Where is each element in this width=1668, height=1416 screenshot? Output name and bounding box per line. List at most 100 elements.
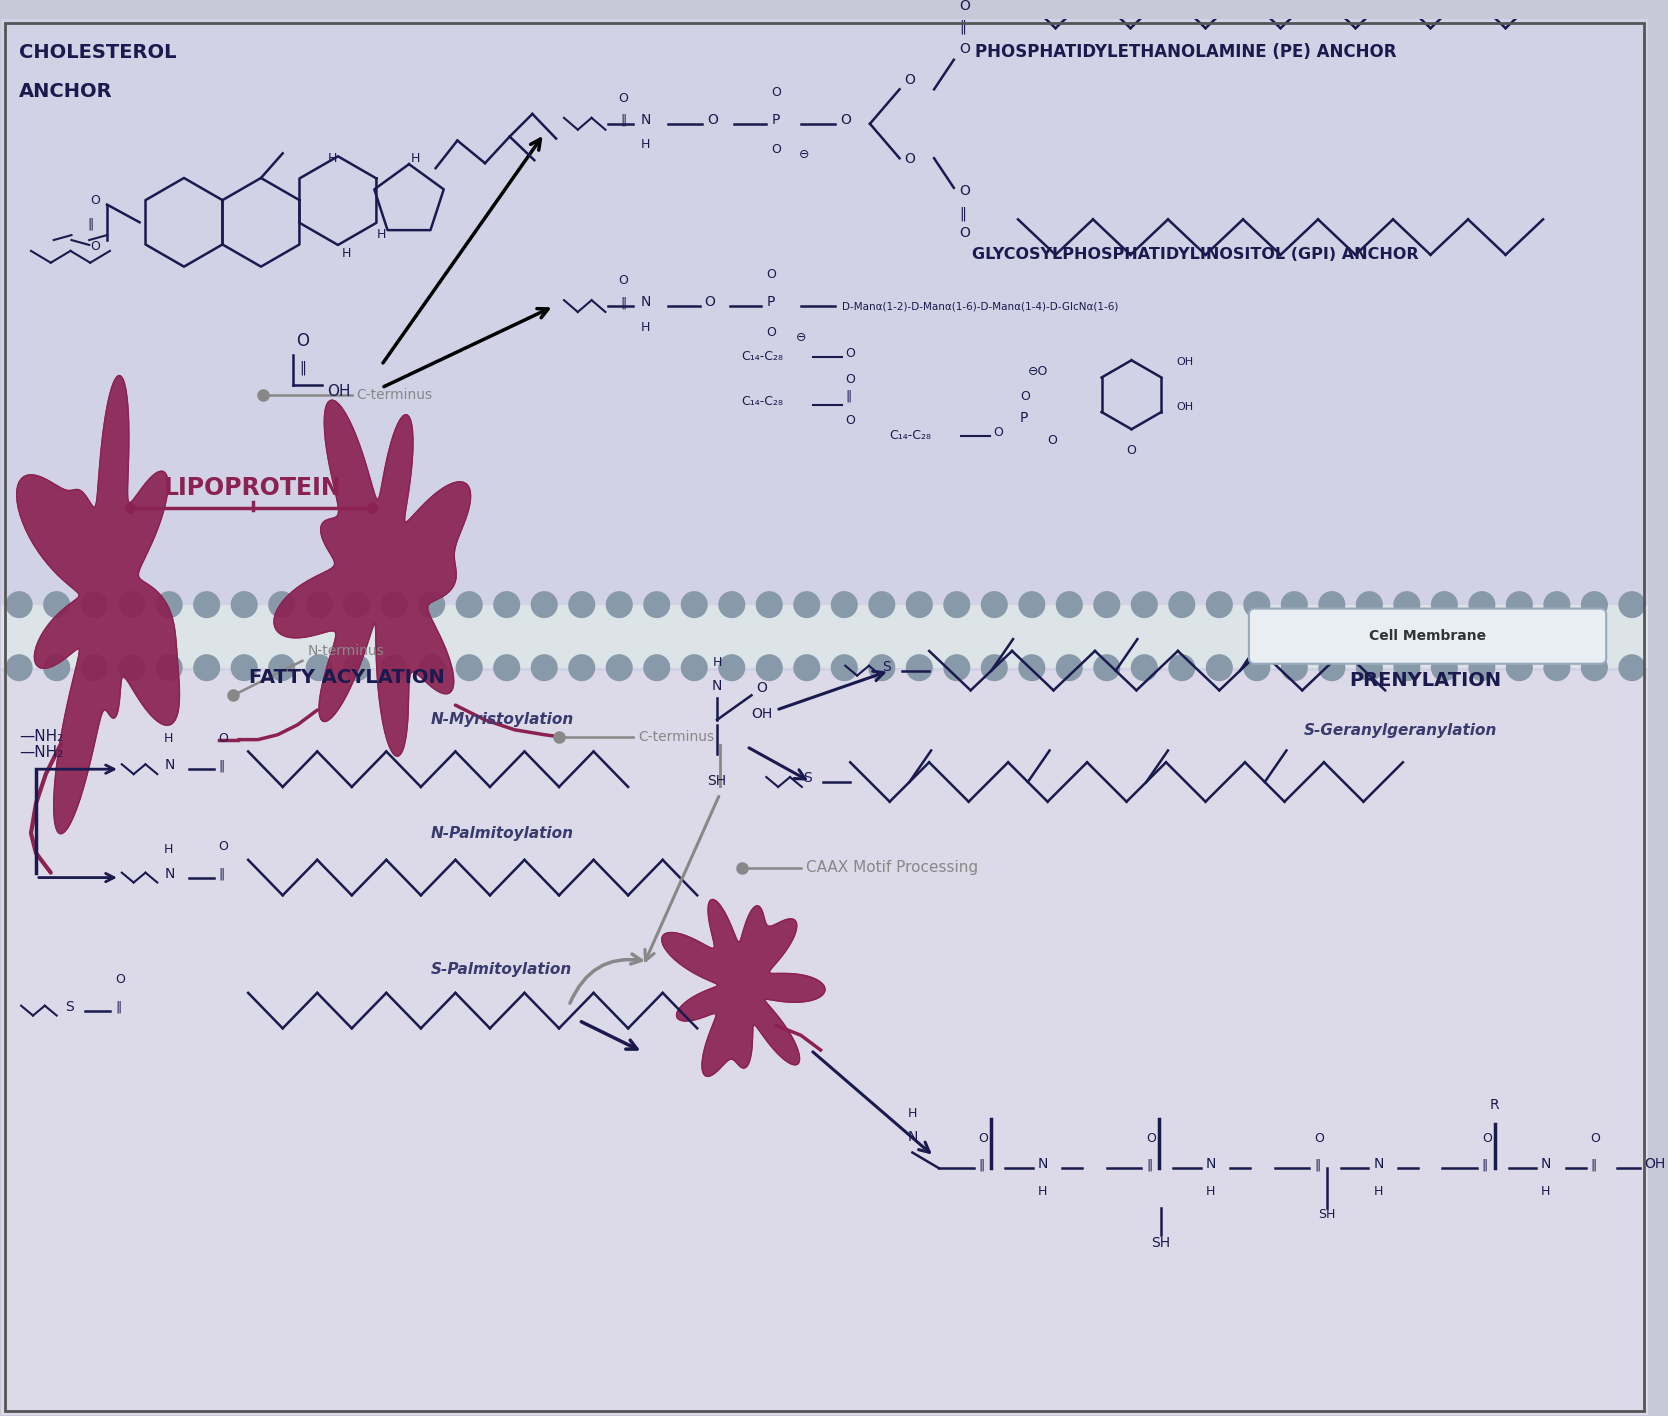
Text: O: O — [619, 92, 629, 105]
Circle shape — [644, 592, 669, 617]
Circle shape — [419, 592, 445, 617]
Circle shape — [7, 654, 32, 681]
Text: ANCHOR: ANCHOR — [18, 82, 113, 102]
FancyBboxPatch shape — [1249, 609, 1606, 664]
Circle shape — [307, 654, 332, 681]
Circle shape — [43, 654, 70, 681]
Text: O: O — [846, 347, 856, 360]
Circle shape — [118, 654, 145, 681]
Text: R: R — [1490, 1099, 1500, 1112]
Circle shape — [1281, 654, 1308, 681]
Circle shape — [532, 654, 557, 681]
Text: SH: SH — [1151, 1236, 1171, 1250]
Text: H: H — [1206, 1185, 1214, 1198]
Circle shape — [193, 654, 220, 681]
Text: ⊖: ⊖ — [799, 149, 809, 161]
Circle shape — [382, 592, 407, 617]
Text: N: N — [163, 758, 175, 772]
Circle shape — [1620, 592, 1645, 617]
Text: O: O — [90, 194, 100, 207]
Circle shape — [644, 654, 669, 681]
Circle shape — [1131, 654, 1158, 681]
Text: O: O — [704, 295, 716, 309]
Text: H: H — [412, 152, 420, 164]
Bar — [2, 671, 1648, 1415]
Circle shape — [457, 654, 482, 681]
Text: O: O — [846, 372, 856, 387]
Circle shape — [344, 654, 370, 681]
Text: SH: SH — [707, 775, 727, 789]
Text: SH: SH — [1318, 1208, 1336, 1221]
Text: N: N — [1541, 1157, 1551, 1171]
Circle shape — [1169, 592, 1194, 617]
Bar — [2, 605, 1648, 668]
Circle shape — [43, 592, 70, 617]
Text: H: H — [712, 656, 722, 668]
Text: O: O — [1146, 1131, 1156, 1144]
Circle shape — [1545, 592, 1570, 617]
Text: ‖: ‖ — [979, 1158, 984, 1171]
Circle shape — [1019, 592, 1044, 617]
Text: O: O — [115, 973, 125, 986]
Text: N: N — [907, 1130, 917, 1144]
Polygon shape — [17, 375, 180, 834]
Text: O: O — [619, 275, 629, 287]
Text: LIPOPROTEIN: LIPOPROTEIN — [163, 476, 342, 500]
Text: O: O — [994, 426, 1002, 439]
Circle shape — [1620, 654, 1645, 681]
Circle shape — [1319, 654, 1344, 681]
Text: N: N — [712, 680, 722, 694]
Bar — [2, 20, 1648, 671]
Circle shape — [419, 654, 445, 681]
Circle shape — [869, 654, 894, 681]
Text: O: O — [959, 184, 969, 198]
Text: FATTY ACYLATION: FATTY ACYLATION — [249, 668, 445, 687]
Text: O: O — [959, 42, 969, 55]
Text: C₁₄-C₂₈: C₁₄-C₂₈ — [889, 429, 932, 442]
Circle shape — [344, 592, 370, 617]
Text: —NH₂: —NH₂ — [18, 745, 63, 760]
Text: N: N — [641, 295, 651, 309]
Circle shape — [607, 592, 632, 617]
Text: OH: OH — [1176, 402, 1193, 412]
Circle shape — [944, 592, 969, 617]
Circle shape — [157, 654, 182, 681]
Circle shape — [382, 654, 407, 681]
Text: ‖: ‖ — [87, 218, 93, 231]
Text: O: O — [1126, 443, 1136, 457]
Text: ‖: ‖ — [115, 1001, 122, 1014]
Text: C₁₄-C₂₈: C₁₄-C₂₈ — [742, 350, 784, 364]
Text: CAAX Motif Processing: CAAX Motif Processing — [806, 861, 977, 875]
Circle shape — [1131, 592, 1158, 617]
Text: H: H — [327, 152, 337, 164]
Text: OH: OH — [1176, 357, 1193, 367]
Text: O: O — [219, 732, 229, 745]
Text: O: O — [846, 415, 856, 428]
Circle shape — [269, 654, 295, 681]
Text: H: H — [641, 320, 651, 334]
Polygon shape — [662, 899, 826, 1076]
Circle shape — [906, 654, 932, 681]
Text: CHOLESTEROL: CHOLESTEROL — [18, 42, 177, 62]
Text: S-Geranylgeranylation: S-Geranylgeranylation — [1304, 724, 1498, 738]
Circle shape — [118, 592, 145, 617]
Circle shape — [906, 592, 932, 617]
Circle shape — [532, 592, 557, 617]
Text: O: O — [771, 86, 781, 99]
Circle shape — [1094, 654, 1119, 681]
Text: S: S — [65, 1000, 75, 1014]
Text: O: O — [766, 326, 776, 338]
Text: O: O — [1314, 1131, 1324, 1144]
Text: ‖: ‖ — [219, 868, 225, 881]
Text: O: O — [959, 227, 969, 241]
Circle shape — [1056, 592, 1083, 617]
Circle shape — [82, 592, 107, 617]
Circle shape — [794, 654, 819, 681]
Circle shape — [1581, 654, 1608, 681]
Circle shape — [569, 592, 594, 617]
Circle shape — [1206, 592, 1233, 617]
Circle shape — [1206, 654, 1233, 681]
Circle shape — [1244, 592, 1269, 617]
Text: Cell Membrane: Cell Membrane — [1369, 629, 1486, 643]
Polygon shape — [274, 401, 470, 756]
